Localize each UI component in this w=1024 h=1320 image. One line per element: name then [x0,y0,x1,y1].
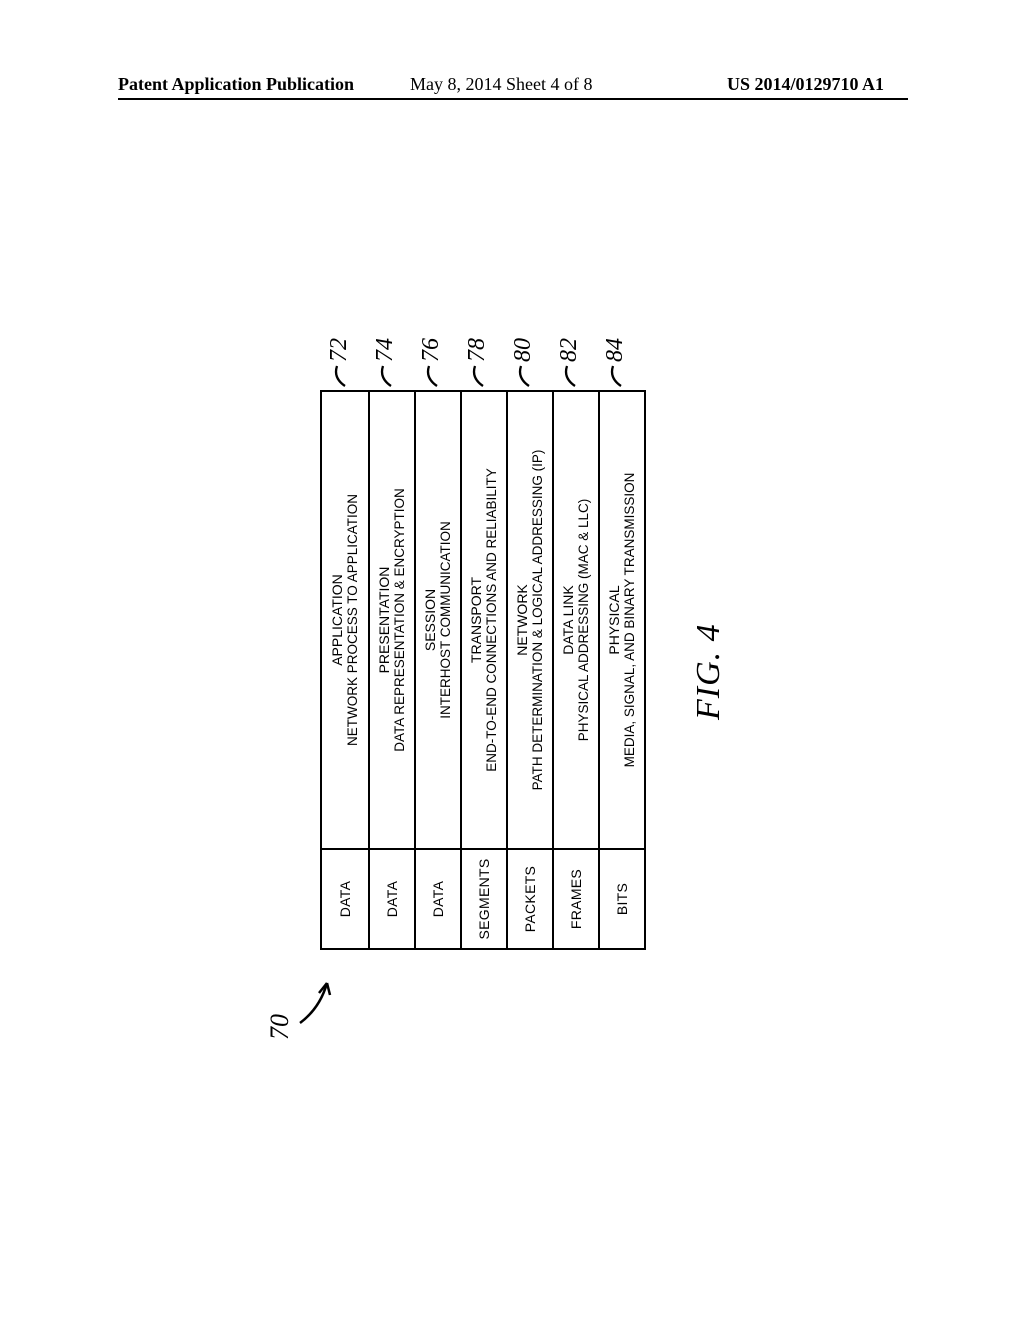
page: Patent Application Publication May 8, 20… [0,0,1024,1320]
layer-desc: DATA REPRESENTATION & ENCRYPTION [392,488,408,752]
layer-name: TRANSPORT [468,577,484,663]
layer-name: PHYSICAL [606,585,622,654]
ref-70: 70 [265,1014,295,1040]
header-rule [118,98,908,100]
header-middle: May 8, 2014 Sheet 4 of 8 [410,74,592,95]
ref-70-label: 70 [265,1014,294,1040]
table-row: PACKETS NETWORK PATH DETERMINATION & LOG… [506,392,552,948]
layer-name: SESSION [422,589,438,651]
ref-number: 74 [372,338,399,362]
pdu-cell: BITS [600,848,644,948]
ref-callout: 82 [556,338,583,388]
ref-callout: 72 [326,338,353,388]
layer-name: NETWORK [514,584,530,656]
figure-4-content: 70 DATA APPLICATION NETWORK PROCESS TO A… [320,300,750,950]
pdu-cell: DATA [370,848,414,948]
ref-callout: 76 [418,338,445,388]
ref-callout: 78 [464,338,491,388]
ref-number: 82 [556,338,583,362]
ref-tick-icon [423,364,441,388]
pdu-cell: DATA [416,848,460,948]
header-left: Patent Application Publication [118,74,354,95]
pdu-cell: DATA [322,848,368,948]
layer-desc: MEDIA, SIGNAL, AND BINARY TRANSMISSION [622,473,638,768]
layer-desc: INTERHOST COMMUNICATION [438,521,454,719]
figure-label: FIG. 4 [690,623,728,720]
ref-tick-icon [515,364,533,388]
layer-cell: DATA LINK PHYSICAL ADDRESSING (MAC & LLC… [554,392,598,848]
ref-tick-icon [377,364,395,388]
table-row: FRAMES DATA LINK PHYSICAL ADDRESSING (MA… [552,392,598,948]
pdu-cell: FRAMES [554,848,598,948]
ref-callout: 74 [372,338,399,388]
layer-desc: END-TO-END CONNECTIONS AND RELIABILITY [484,468,500,772]
layer-name: APPLICATION [329,574,345,666]
layer-cell: SESSION INTERHOST COMMUNICATION [416,392,460,848]
ref-tick-icon [607,364,625,388]
layer-desc: PATH DETERMINATION & LOGICAL ADDRESSING … [530,450,546,791]
ref-tick-icon [561,364,579,388]
ref-number: 84 [602,338,629,362]
layer-cell: APPLICATION NETWORK PROCESS TO APPLICATI… [322,392,368,848]
table-row: BITS PHYSICAL MEDIA, SIGNAL, AND BINARY … [598,392,644,948]
figure-4: 70 DATA APPLICATION NETWORK PROCESS TO A… [320,300,750,950]
ref-number: 80 [510,338,537,362]
ref-number: 78 [464,338,491,362]
layer-cell: NETWORK PATH DETERMINATION & LOGICAL ADD… [508,392,552,848]
ref-70-arrow-icon [295,968,335,1028]
layer-cell: PHYSICAL MEDIA, SIGNAL, AND BINARY TRANS… [600,392,644,848]
ref-callout: 80 [510,338,537,388]
osi-table: DATA APPLICATION NETWORK PROCESS TO APPL… [320,390,646,950]
table-row: DATA APPLICATION NETWORK PROCESS TO APPL… [322,392,368,948]
ref-number: 72 [326,338,353,362]
layer-desc: NETWORK PROCESS TO APPLICATION [345,494,361,746]
layer-cell: TRANSPORT END-TO-END CONNECTIONS AND REL… [462,392,506,848]
layer-name: DATA LINK [560,585,576,655]
header-right: US 2014/0129710 A1 [727,74,884,95]
table-row: DATA SESSION INTERHOST COMMUNICATION [414,392,460,948]
layer-cell: PRESENTATION DATA REPRESENTATION & ENCRY… [370,392,414,848]
ref-tick-icon [331,364,349,388]
pdu-cell: SEGMENTS [462,848,506,948]
ref-number: 76 [418,338,445,362]
layer-desc: PHYSICAL ADDRESSING (MAC & LLC) [576,499,592,742]
table-row: SEGMENTS TRANSPORT END-TO-END CONNECTION… [460,392,506,948]
table-row: DATA PRESENTATION DATA REPRESENTATION & … [368,392,414,948]
pdu-cell: PACKETS [508,848,552,948]
ref-callout: 84 [602,338,629,388]
layer-name: PRESENTATION [376,567,392,674]
ref-tick-icon [469,364,487,388]
